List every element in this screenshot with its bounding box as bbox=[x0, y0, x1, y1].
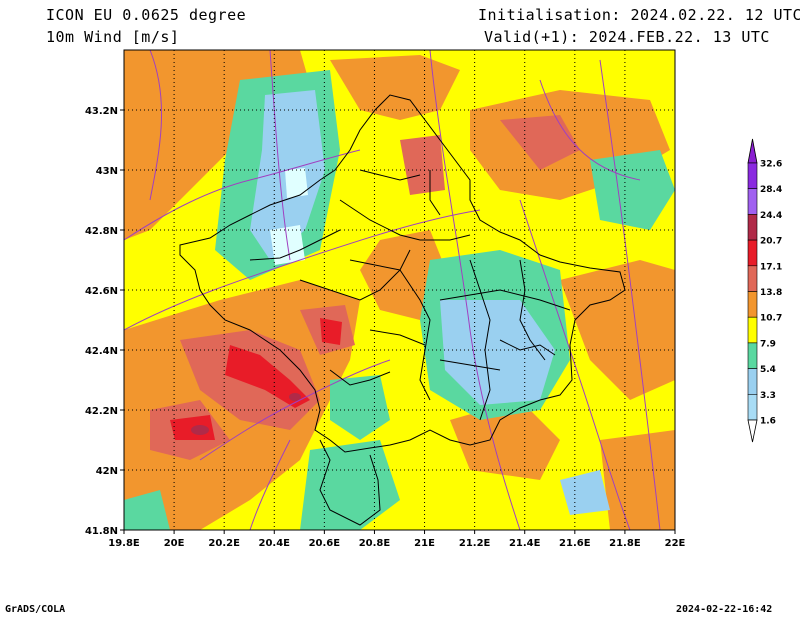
colorbar-label: 10.7 bbox=[760, 314, 782, 324]
colorbar-segment bbox=[747, 291, 758, 318]
magenta-spot bbox=[191, 425, 209, 435]
green-region bbox=[590, 150, 675, 230]
colorbar-label: 1.6 bbox=[760, 417, 776, 427]
x-tick-label: 20.6E bbox=[309, 538, 341, 549]
colorbar-label: 28.4 bbox=[760, 185, 782, 195]
colorbar-label: 13.8 bbox=[760, 288, 782, 298]
x-axis: 19.8E 20E 20.2E 20.4E 20.6E 20.8E 21E 21.2E 21.4… bbox=[108, 530, 686, 549]
colorbar-segment bbox=[747, 265, 758, 292]
colorbar-label: 3.3 bbox=[760, 391, 776, 401]
y-tick-label: 41.8N bbox=[85, 526, 118, 537]
x-tick-label: 20.4E bbox=[259, 538, 291, 549]
colorbar-label: 17.1 bbox=[760, 262, 782, 272]
y-axis: 41.8N 42N 42.2N 42.4N 42.6N 42.8N 43N 43.2N bbox=[85, 106, 124, 537]
y-tick-label: 42.2N bbox=[85, 406, 118, 417]
lightblue-region bbox=[440, 300, 555, 405]
x-tick-label: 22E bbox=[665, 538, 686, 549]
colorbar-label: 24.4 bbox=[760, 211, 782, 221]
colorbar-label: 32.6 bbox=[760, 160, 782, 170]
red-core bbox=[225, 345, 310, 408]
y-tick-label: 43.2N bbox=[85, 106, 118, 117]
orange-region bbox=[600, 430, 675, 530]
salmon-region bbox=[400, 135, 445, 195]
colorbar-segment bbox=[747, 368, 758, 395]
grid-lines bbox=[124, 50, 675, 530]
render-timestamp: 2024-02-22-16:42 bbox=[676, 604, 773, 615]
valid-time: Valid(+1): 2024.FEB.22. 13 UTC bbox=[484, 28, 770, 46]
colorbar-segment bbox=[747, 342, 758, 369]
init-time: Initialisation: 2024.02.22. 12 UTC bbox=[478, 6, 800, 24]
orange-region bbox=[450, 400, 560, 480]
x-tick-label: 20.8E bbox=[359, 538, 391, 549]
software-credit: GrADS/COLA bbox=[5, 604, 66, 615]
streamlines bbox=[124, 50, 661, 530]
y-tick-label: 42.8N bbox=[85, 226, 118, 237]
paleblue-core bbox=[285, 168, 308, 198]
x-tick-label: 21.6E bbox=[559, 538, 591, 549]
colorbar-segment bbox=[747, 239, 758, 267]
green-region bbox=[300, 440, 400, 530]
y-tick-label: 42.4N bbox=[85, 346, 118, 357]
orange-region bbox=[560, 260, 675, 400]
red-core bbox=[320, 318, 342, 345]
variable-title: 10m Wind [m/s] bbox=[46, 28, 180, 46]
model-title: ICON EU 0.0625 degree bbox=[46, 6, 247, 24]
x-tick-label: 21.4E bbox=[509, 538, 541, 549]
x-tick-label: 21.8E bbox=[609, 538, 641, 549]
colorbar-label: 5.4 bbox=[760, 365, 776, 375]
colorbar-segment bbox=[747, 393, 758, 421]
salmon-region bbox=[500, 115, 580, 170]
colorbar-segment bbox=[747, 188, 758, 215]
colorbar-label: 20.7 bbox=[760, 237, 782, 247]
x-tick-label: 20E bbox=[164, 538, 185, 549]
colorbar-label: 7.9 bbox=[760, 339, 776, 349]
colorbar-max-arrow bbox=[747, 138, 758, 164]
colorbar: 32.6 28.4 24.4 20.7 17.1 13.8 10.7 7.9 5.4 3.3 1.6 bbox=[747, 138, 782, 443]
colorbar-segment bbox=[747, 162, 758, 190]
x-tick-label: 21E bbox=[414, 538, 435, 549]
magenta-spot bbox=[289, 393, 301, 401]
x-tick-label: 19.8E bbox=[108, 538, 140, 549]
lightblue-region bbox=[560, 470, 610, 515]
orange-region bbox=[330, 55, 460, 120]
x-tick-label: 20.2E bbox=[208, 538, 240, 549]
colorbar-segment bbox=[747, 214, 758, 241]
colorbar-min-arrow bbox=[747, 419, 758, 443]
colorbar-segment bbox=[747, 316, 758, 344]
y-tick-label: 42N bbox=[96, 466, 118, 477]
y-tick-label: 43N bbox=[96, 166, 118, 177]
green-region bbox=[124, 490, 170, 530]
green-region bbox=[330, 375, 390, 440]
y-tick-label: 42.6N bbox=[85, 286, 118, 297]
x-tick-label: 21.2E bbox=[459, 538, 491, 549]
map-field bbox=[124, 50, 675, 530]
